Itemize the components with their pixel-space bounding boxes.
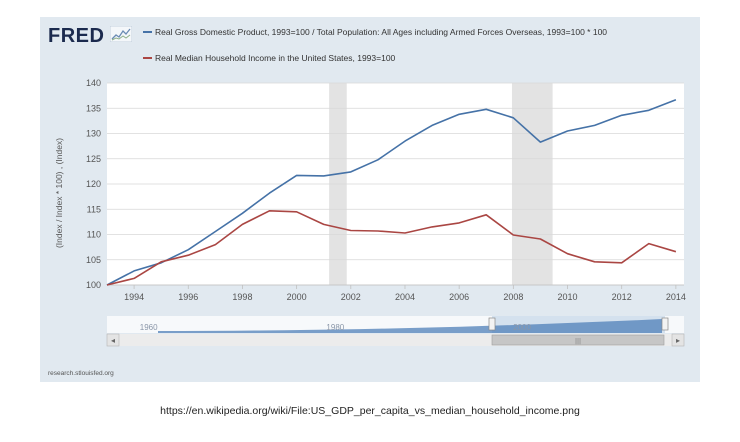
y-tick-label: 105	[86, 255, 101, 265]
x-tick-label: 1994	[124, 292, 144, 302]
scrollbar-right-button[interactable]	[671, 333, 685, 347]
y-axis-label: (Index / Index * 100) , (Index)	[54, 138, 64, 248]
fred-logo[interactable]: FRED	[48, 25, 105, 47]
x-tick-label: 2010	[558, 292, 578, 302]
chart-panel: FRED Real Gross Domestic Product, 1993=1…	[40, 17, 700, 382]
y-tick-label: 115	[87, 204, 101, 214]
x-tick-label: 2000	[287, 292, 307, 302]
x-tick-label: 1996	[178, 292, 198, 302]
navigator-series-area	[158, 319, 662, 333]
series-line-gdp[interactable]	[106, 98, 677, 286]
scroll-left-arrow-icon: ◂	[111, 336, 115, 345]
y-tick-label: 135	[86, 103, 101, 113]
scrollbar-grip-icon: |||	[575, 338, 581, 345]
scrollbar[interactable]: ◂ ||| ▸	[106, 333, 685, 347]
image-caption: https://en.wikipedia.org/wiki/File:US_GD…	[160, 405, 580, 417]
y-tick-label: 100	[86, 280, 101, 290]
scrollbar-left-button[interactable]	[106, 333, 120, 347]
y-tick-label: 110	[87, 230, 101, 240]
x-tick-label: 2002	[341, 292, 361, 302]
x-tick-label: 2014	[666, 292, 686, 302]
navigator-handle-right[interactable]	[661, 317, 669, 331]
y-tick-label: 140	[86, 78, 101, 88]
legend-item-gdp[interactable]: Real Gross Domestic Product, 1993=100 / …	[143, 27, 675, 37]
x-tick-label: 2008	[503, 292, 523, 302]
chart-canvas: 100 105 110 115 120 125 130 135 140 1994 1996 1998…	[54, 78, 686, 347]
navigator-year-label: 1980	[326, 323, 344, 332]
legend-label-income: Real Median Household Income in the Unit…	[155, 53, 396, 63]
navigator-year-label: 1960	[140, 323, 158, 332]
y-tick-label: 130	[86, 129, 101, 139]
y-tick-label: 120	[86, 179, 101, 189]
fred-graph-icon	[110, 26, 132, 42]
scrollbar-thumb[interactable]	[491, 334, 665, 346]
series-line-income[interactable]	[106, 210, 677, 286]
navigator[interactable]: 1960 1980 2000	[107, 316, 684, 333]
navigator-year-label: 2000	[513, 323, 531, 332]
x-tick-label: 2012	[612, 292, 632, 302]
legend-swatch-income	[143, 57, 152, 59]
x-tick-label: 2004	[395, 292, 415, 302]
x-tick-label: 1998	[232, 292, 252, 302]
scroll-right-arrow-icon: ▸	[676, 336, 680, 345]
source-link[interactable]: research.stlouisfed.org	[48, 370, 114, 377]
legend-item-income[interactable]: Real Median Household Income in the Unit…	[143, 53, 396, 63]
legend-label-gdp: Real Gross Domestic Product, 1993=100 / …	[155, 27, 608, 37]
legend-swatch-gdp	[143, 31, 152, 33]
y-tick-label: 125	[86, 154, 101, 164]
x-tick-label: 2006	[449, 292, 469, 302]
navigator-handle-left[interactable]	[488, 317, 496, 331]
